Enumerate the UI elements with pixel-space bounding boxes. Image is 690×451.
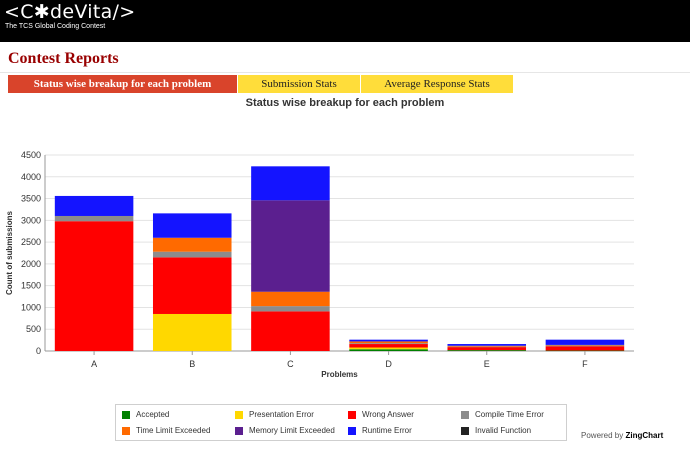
bar-segment-f-compile-time-error (545, 345, 625, 347)
bar-segment-a-wrong-answer (54, 221, 134, 351)
bar-segment-f-runtime-error (545, 339, 625, 345)
legend-label: Memory Limit Exceeded (249, 426, 335, 435)
y-tick-label: 1500 (21, 281, 41, 291)
legend-swatch (235, 411, 243, 419)
legend-label: Compile Time Error (475, 410, 544, 419)
bar-segment-d-compile-time-error (349, 343, 428, 345)
bar-segment-f-time-limit-exceeded (545, 344, 625, 346)
bar-segment-c-runtime-error (251, 166, 330, 201)
x-axis-label: Problems (321, 370, 358, 379)
bar-segment-e-accepted (447, 350, 527, 351)
tab-average-response-stats[interactable]: Average Response Stats (361, 75, 513, 93)
title-divider (0, 72, 690, 73)
y-tick-label: 4500 (21, 150, 41, 160)
chart-legend: Accepted Presentation Error Wrong Answer… (115, 404, 567, 441)
powered-by: Powered by ZingChart (581, 430, 663, 441)
tab-submission-stats[interactable]: Submission Stats (238, 75, 360, 93)
bar-segment-e-runtime-error (447, 344, 527, 346)
bar-segment-e-time-limit-exceeded (447, 345, 527, 347)
legend-label: Time Limit Exceeded (136, 426, 211, 435)
tab-status-wise-breakup[interactable]: Status wise breakup for each problem (8, 75, 237, 93)
site-header: <C✱deVita/> The TCS Global Coding Contes… (0, 0, 690, 42)
legend-label: Accepted (136, 410, 170, 419)
y-axis-label: Count of submissions (5, 210, 14, 295)
bar-segment-d-presentation-error (349, 347, 428, 350)
zingchart-link[interactable]: ZingChart (625, 431, 664, 440)
y-tick-label: 500 (26, 324, 41, 334)
bar-segment-c-memory-limit-exceeded (251, 200, 330, 292)
powered-by-text: Powered by (581, 431, 624, 440)
logo-tagline: The TCS Global Coding Contest (5, 23, 106, 30)
x-tick-label: B (189, 359, 195, 369)
bar-segment-e-compile-time-error (447, 346, 527, 348)
legend-label: Invalid Function (475, 426, 532, 435)
bar-segment-d-runtime-error (349, 339, 428, 342)
legend-swatch (348, 411, 356, 419)
chart-title: Status wise breakup for each problem (245, 97, 445, 109)
x-tick-label: A (91, 359, 97, 369)
legend-label: Runtime Error (362, 426, 412, 435)
bar-segment-b-runtime-error (152, 213, 232, 238)
bar-segment-a-compile-time-error (54, 215, 134, 222)
y-tick-label: 4000 (21, 172, 41, 182)
y-tick-label: 2000 (21, 259, 41, 269)
legend-swatch (348, 427, 356, 435)
page-title: Contest Reports (8, 50, 119, 67)
legend-swatch (461, 427, 469, 435)
bar-segment-f-accepted (545, 350, 625, 352)
bar-segment-c-compile-time-error (251, 306, 330, 312)
legend-swatch (122, 411, 130, 419)
legend-label: Presentation Error (249, 410, 314, 419)
bar-segment-b-compile-time-error (152, 251, 232, 258)
legend-swatch (122, 427, 130, 435)
bar-segment-e-wrong-answer (447, 347, 527, 351)
y-tick-label: 3000 (21, 215, 41, 225)
x-tick-label: C (287, 359, 294, 369)
y-tick-label: 3500 (21, 194, 41, 204)
y-tick-label: 1000 (21, 302, 41, 312)
x-tick-label: F (582, 359, 588, 369)
bar-segment-b-wrong-answer (152, 257, 232, 314)
bar-segment-d-accepted (349, 349, 428, 351)
bar-segment-c-time-limit-exceeded (251, 291, 330, 307)
bar-segment-a-runtime-error (54, 195, 134, 216)
legend-swatch (235, 427, 243, 435)
bar-segment-d-wrong-answer (349, 344, 428, 348)
bar-segment-c-wrong-answer (251, 311, 330, 351)
x-tick-label: D (385, 359, 392, 369)
bar-segment-b-presentation-error (152, 313, 232, 351)
bar-segment-d-time-limit-exceeded (349, 341, 428, 344)
y-tick-label: 2500 (21, 237, 41, 247)
bar-segment-b-time-limit-exceeded (152, 237, 232, 252)
y-tick-label: 0 (36, 346, 41, 356)
codevita-logo[interactable]: <C✱deVita/> (4, 1, 136, 23)
legend-swatch (461, 411, 469, 419)
bar-segment-f-wrong-answer (545, 346, 625, 351)
x-tick-label: E (484, 359, 490, 369)
legend-label: Wrong Answer (362, 410, 414, 419)
